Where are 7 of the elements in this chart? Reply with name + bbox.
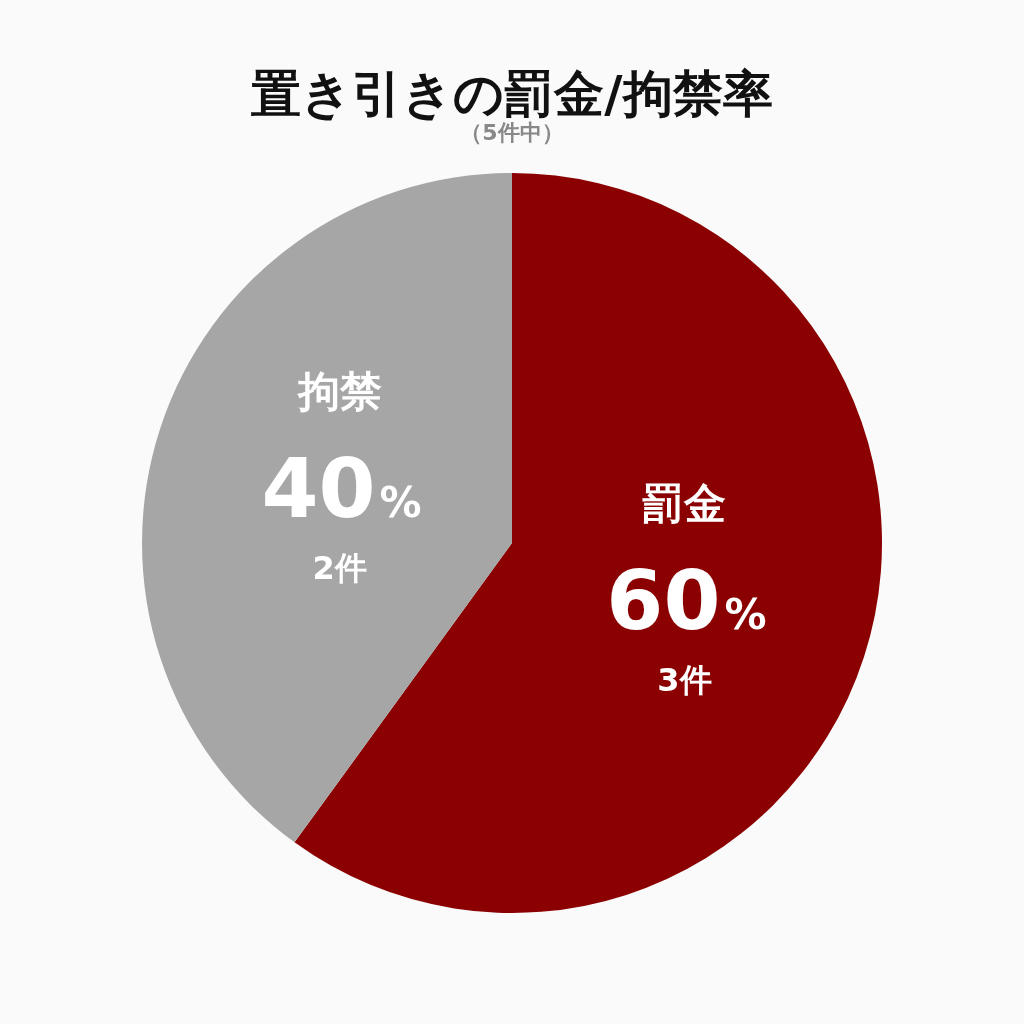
data-label: 40%	[261, 440, 422, 536]
chart-subtitle: （5件中）	[459, 119, 565, 147]
data-label: 60%	[606, 553, 767, 649]
text: 2件	[312, 549, 367, 588]
text: 3件	[657, 661, 712, 700]
slice-label: 罰金	[642, 478, 727, 528]
slice-label: 拘禁	[295, 366, 382, 416]
